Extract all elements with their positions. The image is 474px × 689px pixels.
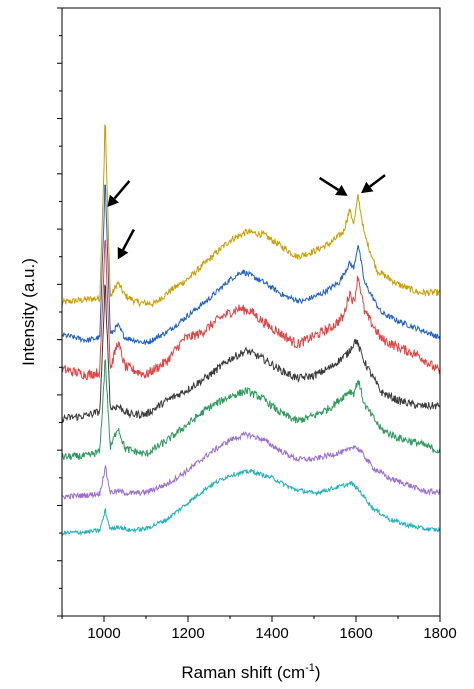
annotation-arrows: [107, 174, 386, 260]
annotation-arrow-4: [369, 174, 386, 188]
series-line-6: [61, 431, 441, 500]
x-tick-label: 1200: [171, 625, 204, 642]
x-tick-label: 1800: [423, 625, 456, 642]
series-group: [61, 124, 441, 537]
series-line-4: [61, 284, 441, 424]
x-tick-label: 1400: [255, 625, 288, 642]
annotation-arrowhead-3: [335, 184, 348, 196]
annotation-arrowhead-4: [361, 181, 374, 194]
series-line-2: [61, 184, 441, 345]
annotation-arrow-2: [121, 228, 135, 251]
series-line-3: [61, 239, 441, 380]
annotation-arrowhead-1: [107, 194, 120, 207]
x-tick-label: 1600: [339, 625, 372, 642]
y-axis-label: Intensity (a.u.): [19, 258, 38, 366]
annotation-arrow-1: [113, 180, 131, 200]
series-line-5: [61, 359, 441, 461]
series-line-7: [61, 468, 441, 537]
x-tick-label: 1000: [87, 625, 120, 642]
series-line-1: [61, 124, 441, 308]
tick-group: 1000 1200 1400 1600 1800: [57, 7, 457, 642]
annotation-arrowhead-2: [117, 246, 129, 260]
annotation-arrow-3: [318, 176, 340, 192]
x-axis-label: Raman shift (cm-1): [181, 662, 320, 682]
